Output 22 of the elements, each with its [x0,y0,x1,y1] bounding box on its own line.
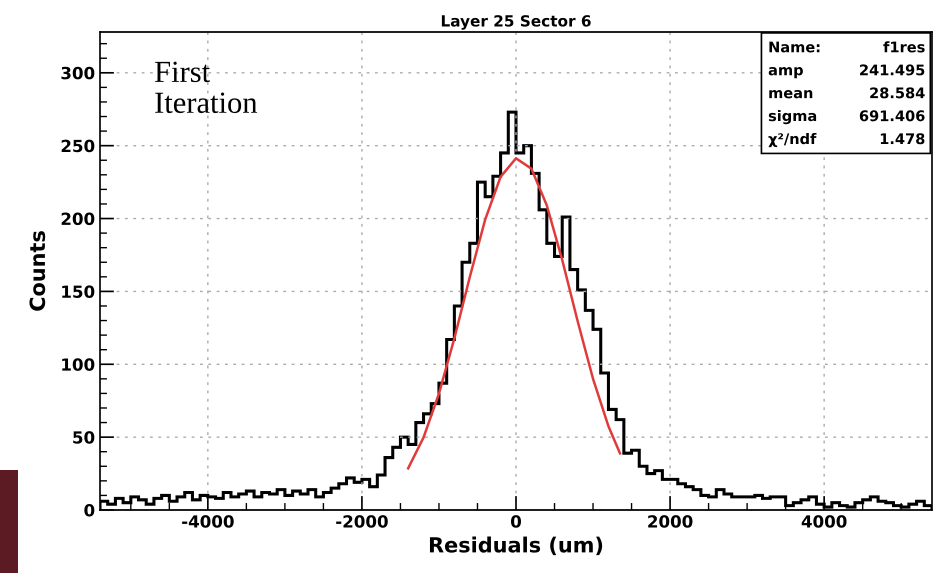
y-tick-label: 0 [84,504,94,517]
text: χ²/ndf 1.478 [768,132,924,148]
chart-title: Layer 25 Sector 6 [442,15,591,30]
x-tick-label: 4000 [802,515,847,528]
y-tick-label: 300 [61,66,94,80]
text: mean 28.584 [769,87,925,98]
y-tick-label: 250 [62,140,94,152]
x-tick-label: 2000 [648,515,692,528]
text: Name: f1res [769,41,925,52]
y-tick-label: 200 [62,212,94,226]
y-axis-title: Counts [29,231,46,311]
x-tick-label: -4000 [182,515,234,528]
y-tick-label: 100 [62,358,94,371]
annotation: First Iteration [154,62,258,114]
x-axis-title: Residuals (um) [430,536,602,556]
x-tick-label: 0 [511,515,521,528]
text: sigma 691.406 [768,110,925,124]
line-series [406,157,622,470]
y-tick-label: 150 [62,285,94,298]
x-tick-label: -2000 [336,515,388,528]
text: amp 241.495 [768,64,924,78]
y-tick-label: 50 [73,431,94,444]
